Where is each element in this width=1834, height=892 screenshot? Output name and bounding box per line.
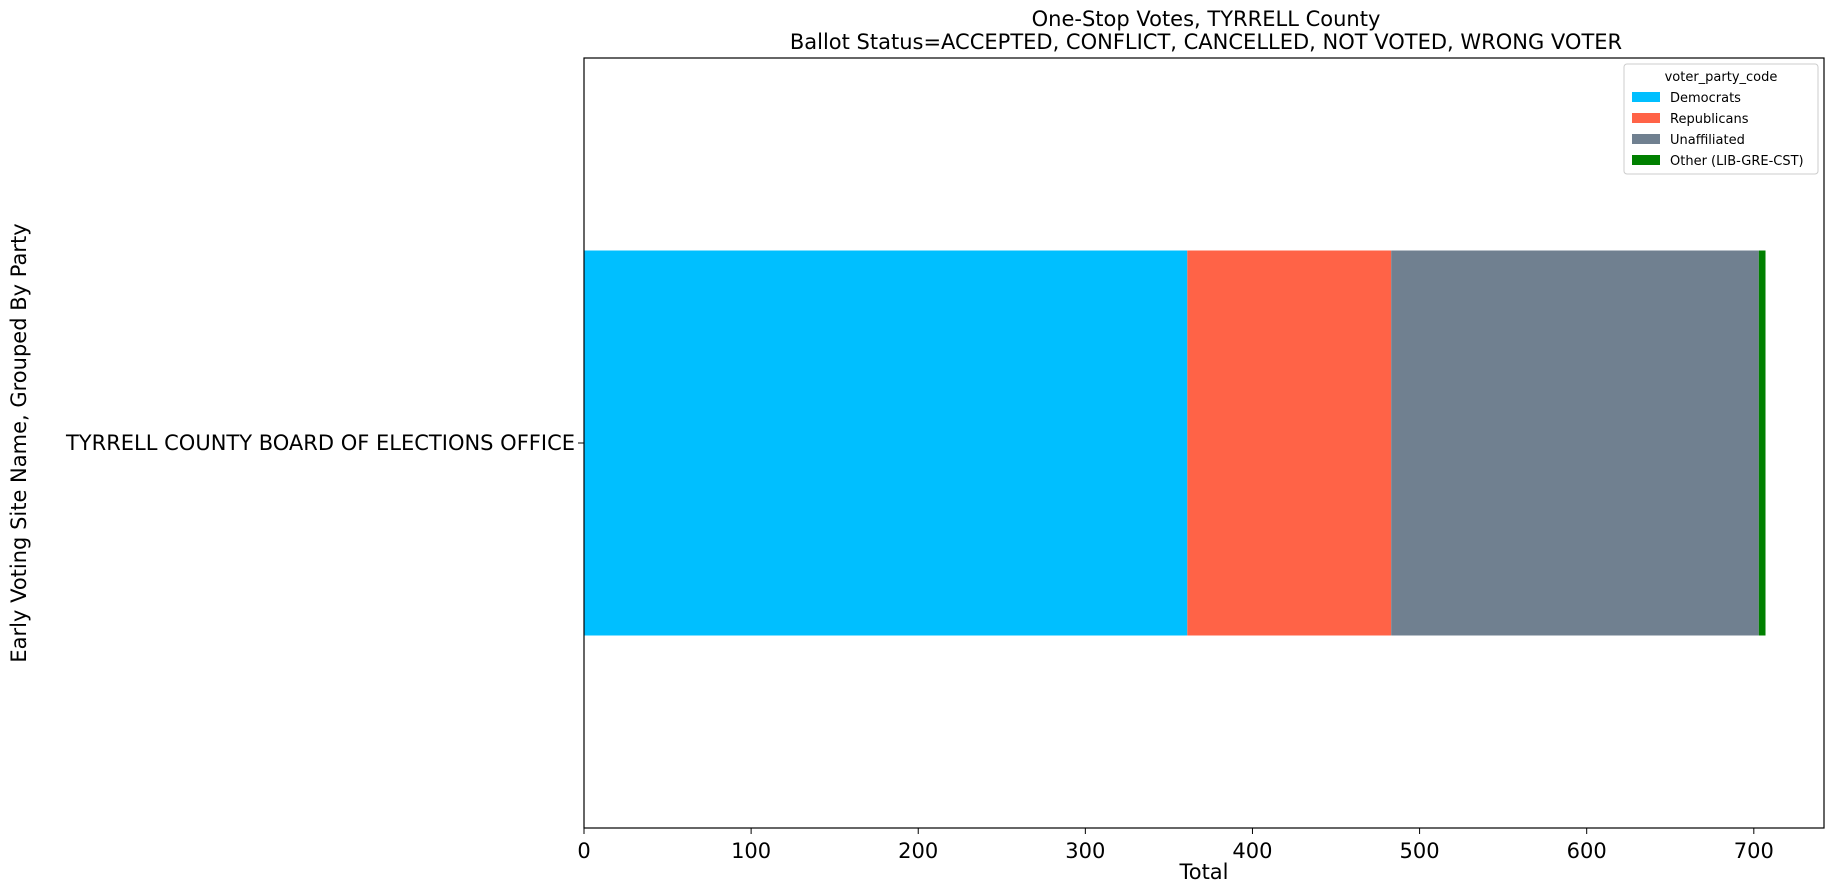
bar-republicans — [1187, 250, 1392, 636]
legend-label: Other (LIB-GRE-CST) — [1670, 154, 1804, 169]
bars-group — [584, 250, 1766, 636]
legend-box — [1623, 63, 1819, 175]
chart-subtitle: Ballot Status=ACCEPTED, CONFLICT, CANCEL… — [790, 30, 1622, 54]
legend-swatch — [1632, 155, 1660, 165]
bar-other-lib-gre-cst- — [1758, 250, 1766, 636]
x-axis-ticks: 0 100 200 300 400 500 600 700 — [577, 828, 1774, 863]
x-tick-label: 600 — [1567, 839, 1607, 863]
chart-title: One-Stop Votes, TYRRELL County — [1032, 7, 1381, 31]
x-axis-label: Total — [1178, 860, 1228, 884]
y-axis-categories: TYRRELL COUNTY BOARD OF ELECTIONS OFFICE — [65, 431, 584, 455]
y-axis-label: Early Voting Site Name, Grouped By Party — [7, 223, 31, 662]
legend-swatch — [1632, 134, 1660, 144]
x-tick-label: 700 — [1734, 839, 1774, 863]
legend-label: Democrats — [1670, 91, 1741, 106]
y-tick-label: TYRRELL COUNTY BOARD OF ELECTIONS OFFICE — [65, 431, 575, 455]
legend-label: Unaffiliated — [1670, 133, 1745, 148]
legend: voter_party_code Democrats Republicans Una… — [1623, 63, 1819, 175]
bar-democrats — [584, 250, 1188, 636]
x-tick-label: 100 — [731, 839, 771, 863]
plot-frame — [583, 57, 1825, 829]
x-tick-label: 500 — [1400, 839, 1440, 863]
legend-items: Democrats Republicans Unaffiliated Other (L… — [1632, 91, 1804, 169]
bar-unaffiliated — [1391, 250, 1759, 636]
legend-swatch — [1632, 113, 1660, 123]
legend-title: voter_party_code — [1665, 70, 1778, 85]
x-tick-label: 300 — [1065, 839, 1105, 863]
x-tick-label: 400 — [1232, 839, 1272, 863]
legend-label: Republicans — [1670, 112, 1749, 127]
x-tick-label: 0 — [577, 839, 590, 863]
legend-swatch — [1632, 92, 1660, 102]
x-tick-label: 200 — [898, 839, 938, 863]
